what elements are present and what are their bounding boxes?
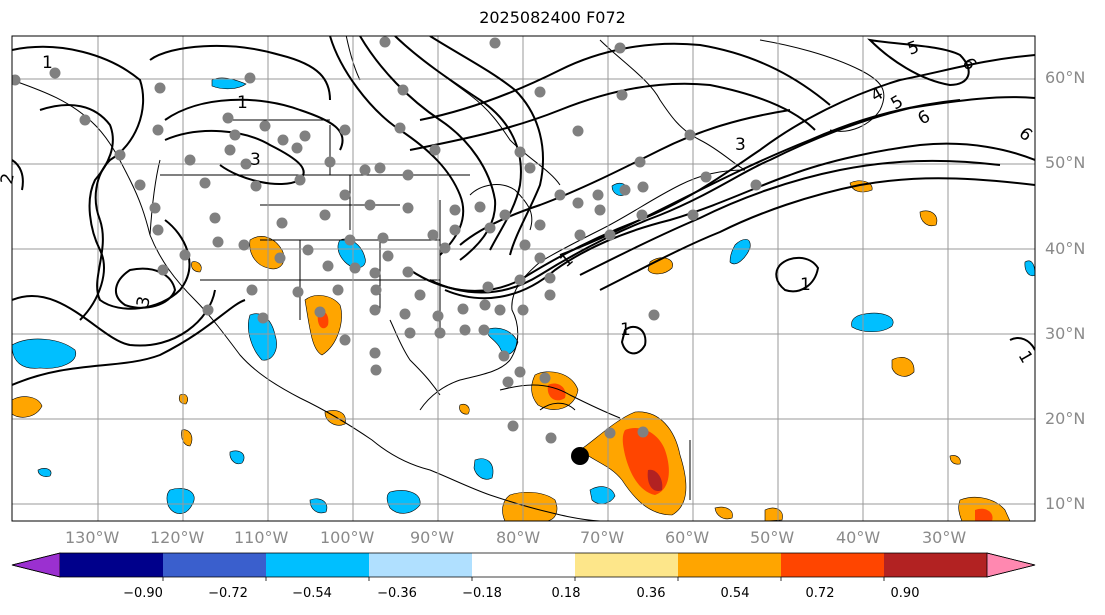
colorbar-tick-label: −0.18: [462, 586, 502, 601]
colorbar: [11, 552, 1036, 581]
contour-label: 3: [250, 150, 261, 170]
contour-label: 1: [237, 93, 248, 113]
lon-label: 70°W: [580, 528, 625, 547]
lat-label: 30°N: [1045, 324, 1086, 343]
contour-label: 3: [735, 135, 746, 155]
colorbar-outline: [11, 552, 1036, 578]
colorbar-tick-label: 0.18: [551, 586, 581, 601]
colorbar-segment: [575, 553, 678, 577]
lon-label: 90°W: [410, 528, 455, 547]
colorbar-tick-label: 0.36: [636, 586, 666, 601]
colorbar-tick-label: 0.90: [890, 586, 920, 601]
lon-label: 130°W: [65, 528, 120, 547]
colorbar-segment: [369, 553, 472, 577]
lat-label: 10°N: [1045, 494, 1086, 513]
colorbar-segment: [884, 553, 987, 577]
coastlines: [12, 36, 885, 521]
lon-label: 110°W: [234, 528, 289, 547]
lon-label: 80°W: [496, 528, 541, 547]
contour-label: 2: [0, 172, 19, 186]
colorbar-segment: [678, 553, 781, 577]
contour-label: 3: [133, 295, 155, 309]
lat-label: 40°N: [1045, 239, 1086, 258]
lon-label: 100°W: [320, 528, 375, 547]
station-markers: [12, 36, 762, 444]
contour-label: 1: [800, 275, 811, 295]
colorbar-segment: [781, 553, 884, 577]
lon-label: 40°W: [836, 528, 881, 547]
colorbar-tick-label: −0.90: [123, 586, 163, 601]
gridlines: [12, 36, 1035, 521]
lon-label: 30°W: [922, 528, 967, 547]
colorbar-tick-label: 0.72: [805, 586, 835, 601]
lat-label: 60°N: [1045, 68, 1086, 87]
positive-anomaly-shading: [12, 180, 1011, 521]
map-title: 2025082400 F072: [479, 8, 626, 27]
lat-label: 50°N: [1045, 153, 1086, 172]
contour-label: 1: [620, 320, 631, 340]
colorbar-extend-high: [986, 552, 1036, 578]
colorbar-tick-label: −0.54: [292, 586, 332, 601]
colorbar-tick-label: 0.54: [720, 586, 750, 601]
contour-label: 1: [42, 53, 53, 73]
map-frame: [11, 35, 1036, 522]
negative-anomaly-shading: [12, 77, 1035, 514]
colorbar-extend-low: [11, 552, 61, 578]
colorbar-segment: [163, 553, 266, 577]
lon-label: 120°W: [150, 528, 205, 547]
colorbar-tick-label: −0.36: [377, 586, 417, 601]
lon-label: 60°W: [665, 528, 710, 547]
colorbar-segment: [60, 553, 163, 577]
colorbar-segment: [472, 553, 575, 577]
lat-label: 20°N: [1045, 409, 1086, 428]
lon-label: 50°W: [750, 528, 795, 547]
colorbar-segment: [266, 553, 369, 577]
colorbar-tick-label: −0.72: [208, 586, 248, 601]
storm-center-marker: [571, 447, 589, 465]
